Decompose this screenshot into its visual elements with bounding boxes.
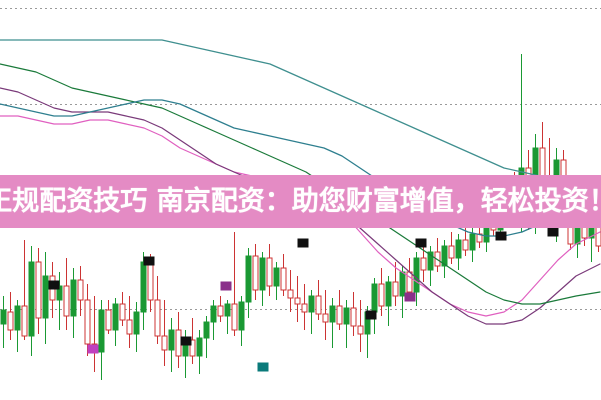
signal-markers[interactable] <box>48 227 559 372</box>
promo-banner: 正规配资技巧 南京配资：助您财富增值，轻松投资！ <box>0 175 601 228</box>
promo-banner-text: 正规配资技巧 南京配资：助您财富增值，轻松投资！ <box>0 185 601 217</box>
